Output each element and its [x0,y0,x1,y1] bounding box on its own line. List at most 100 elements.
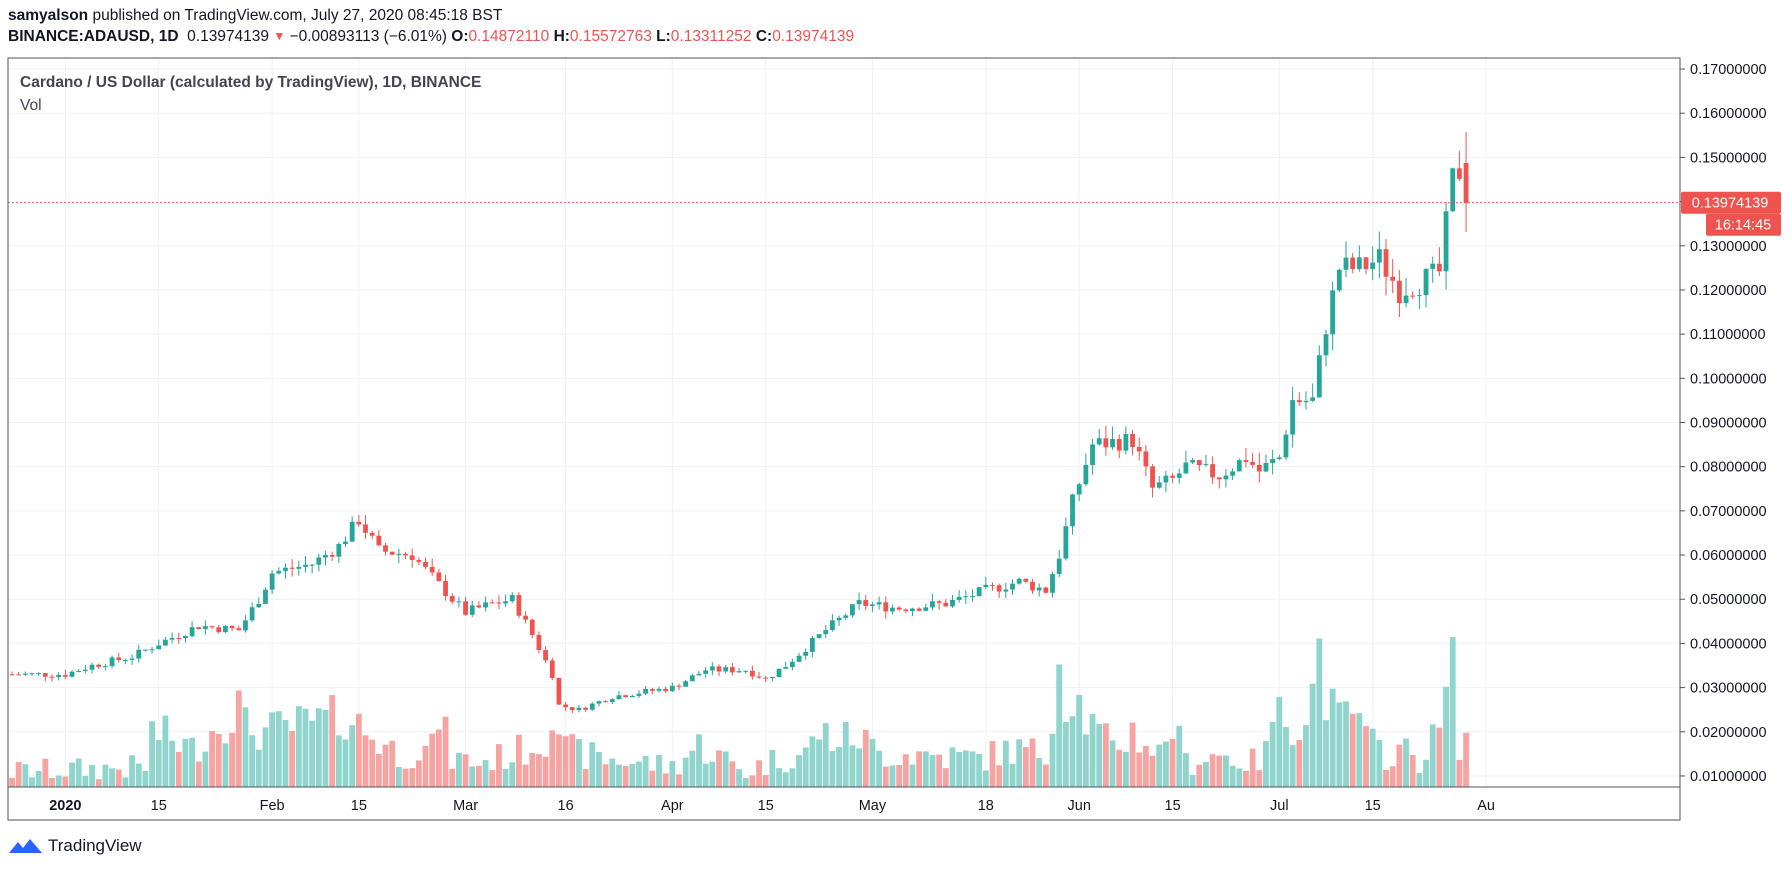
volume-bar [1256,770,1263,787]
candle [216,624,222,634]
candle [563,701,569,711]
volume-bar [709,761,716,787]
volume-bar [536,754,542,787]
candle [122,658,128,665]
candle [203,620,208,635]
volume-bar [796,755,802,787]
candle [769,676,775,682]
candle [256,597,262,608]
volume-bar [902,754,909,787]
candle [716,664,722,677]
volume-bar [1303,725,1309,787]
volume-bar [109,768,115,787]
volume-bar [429,733,436,787]
volume-bar [1076,694,1083,787]
volume-bar [275,711,282,787]
volume-bar [716,750,722,787]
volume-bar [1069,716,1076,787]
volume-bar [442,716,449,787]
volume-bar [1042,764,1049,787]
candle [1083,453,1089,487]
volume-bar [1449,637,1456,787]
time-tick-label: Jul [1270,798,1289,814]
volume-bar [669,761,676,787]
volume-bar [1329,688,1336,787]
candle [56,672,62,681]
volume-bar [1376,739,1383,787]
volume-bar [496,744,502,787]
volume-bar [1436,727,1443,787]
volume-bar [1102,723,1109,787]
volume-bar [609,758,616,787]
volume-bar [289,730,296,787]
candle [369,531,375,540]
candle [556,677,562,705]
candle [143,649,148,652]
candle [890,604,895,615]
candle [1316,345,1322,398]
author-name[interactable]: samyalson [8,7,89,24]
candle [29,672,35,677]
symbol-label[interactable]: BINANCE:ADAUSD, 1D [8,28,179,45]
chart-header: samyalson published on TradingView.com, … [0,0,1792,54]
volume-bar [1089,713,1096,787]
volume-bar [1323,720,1329,787]
candle [109,655,115,669]
price-tick-label: 0.01000000 [1690,769,1767,785]
candle [723,664,729,674]
price-tick-label: 0.08000000 [1690,460,1767,476]
footer-branding[interactable]: TradingView [8,833,142,859]
candle [283,563,288,579]
candle [1110,426,1115,450]
volume-bar [1143,745,1149,787]
volume-bar [509,762,516,787]
candle [1090,438,1095,475]
volume-bar [482,760,489,787]
candle [1230,468,1236,481]
candle [136,644,142,663]
open-label: O: [451,28,469,45]
candle [1196,459,1202,471]
volume-bar [996,765,1003,787]
candle [763,675,769,682]
volume-bar [1276,696,1283,787]
volume-bar [849,745,856,787]
time-axis[interactable]: 2020 15 Feb 15 Mar 16 Apr 15 May 18 Jun 15 Jul 15 Au [49,798,1495,814]
publish-line: samyalson published on TradingView.com, … [8,7,502,25]
volume-bar [722,751,729,787]
candle [449,593,455,605]
volume-bar [69,762,75,787]
volume-bar [782,772,789,787]
candle [436,568,442,582]
volume-bar [1423,759,1429,787]
volume-bar [1109,740,1116,787]
candle [956,590,962,603]
candle [1056,550,1062,578]
volume-bar [315,708,322,787]
volume-bar [1263,741,1269,787]
volume-bar [129,755,135,787]
candle [1456,151,1462,182]
time-tick-label: Mar [453,798,478,814]
candle [1236,458,1242,472]
candle [22,671,28,677]
volume-bar [622,765,629,787]
chart-legend-title: Cardano / US Dollar (calculated by Tradi… [20,74,481,91]
volume-bar [549,730,556,787]
candle [336,542,342,563]
candle [589,702,595,711]
volume-bar [1396,744,1403,787]
volume-bar [976,754,983,787]
price-tick-label: 0.16000000 [1690,106,1767,122]
candles [9,132,1469,714]
volume-bar [9,777,15,787]
price-axis[interactable]: 0.01000000 0.02000000 0.03000000 0.04000000… [1680,62,1767,785]
candle [429,558,435,576]
candle [229,625,235,631]
candle [1176,468,1182,484]
candle [1336,268,1342,293]
volume-bar [802,747,809,787]
volume-bar [102,764,109,787]
price-tick-label: 0.04000000 [1690,636,1767,652]
